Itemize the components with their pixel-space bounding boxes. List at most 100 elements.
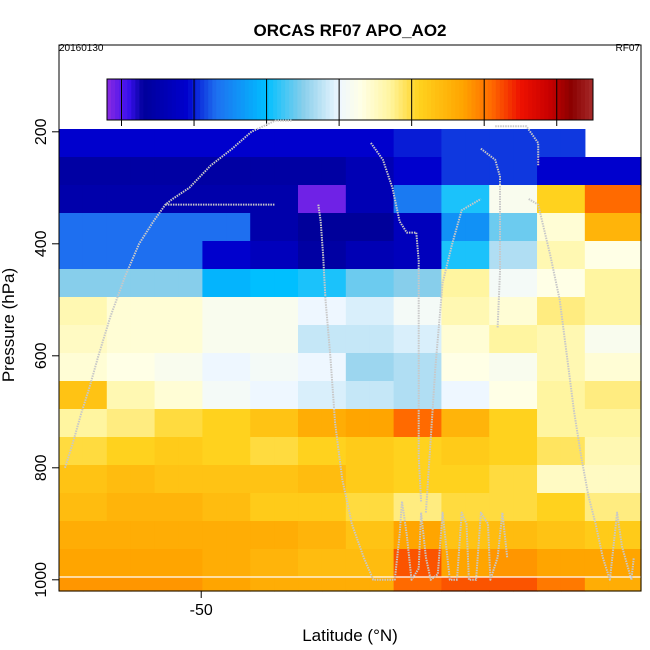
heatmap-cell — [321, 241, 347, 270]
colorbar-swatch — [285, 79, 290, 120]
heatmap-cell — [106, 493, 132, 522]
heatmap-cell — [59, 493, 84, 522]
heatmap-cell — [608, 381, 642, 410]
flight-track — [64, 119, 635, 581]
colorbar-swatch — [544, 79, 549, 120]
heatmap-cell — [202, 129, 227, 158]
colorbar-swatch — [123, 79, 128, 120]
heatmap-cell — [226, 241, 251, 270]
heatmap-cell — [513, 577, 538, 592]
heatmap-cell — [130, 129, 156, 158]
colorbar-swatch — [252, 79, 258, 120]
heatmap-cell — [274, 129, 299, 158]
heatmap-cell — [608, 409, 642, 438]
colorbar-swatch — [584, 79, 590, 120]
colorbar-swatch — [159, 79, 165, 120]
colorbar-swatch — [548, 79, 553, 120]
heatmap-cell — [417, 185, 443, 214]
heatmap-cell — [298, 213, 323, 242]
heatmap-cell — [465, 493, 490, 522]
heatmap-cell — [298, 521, 323, 550]
colorbar-swatch — [269, 79, 274, 120]
colorbar-swatch — [131, 79, 136, 120]
heatmap-cell — [441, 577, 466, 592]
flight-track-segment — [424, 198, 482, 513]
colorbar-swatch — [232, 79, 238, 120]
colorbar-swatch — [305, 79, 310, 120]
colorbar-swatch — [386, 79, 391, 120]
heatmap-cell — [369, 381, 395, 410]
heatmap-cell — [106, 241, 132, 270]
heatmap-cell — [369, 213, 395, 242]
colorbar-swatch — [329, 79, 335, 120]
heatmap-cell — [584, 325, 610, 354]
heatmap-cell — [393, 577, 419, 592]
colorbar-swatch — [220, 79, 225, 120]
colorbar-swatch — [467, 79, 472, 120]
colorbar-swatch — [171, 79, 177, 120]
colorbar-swatch — [188, 79, 193, 120]
heatmap-cell — [513, 241, 538, 270]
colorbar-swatch — [390, 79, 396, 120]
heatmap-cell — [417, 409, 443, 438]
heatmap-cell — [369, 297, 395, 326]
y-tick-label: 400 — [33, 230, 50, 257]
heatmap-cell — [226, 577, 251, 592]
heatmap-cell — [178, 549, 204, 578]
heatmap-cell — [465, 521, 490, 550]
heatmap-cell — [537, 185, 562, 214]
heatmap-cell — [560, 577, 586, 592]
heatmap-cell — [202, 213, 227, 242]
heatmap-cell — [465, 297, 490, 326]
heatmap-cell — [608, 325, 642, 354]
heatmap-cell — [584, 577, 610, 592]
heatmap-cell — [513, 213, 538, 242]
colorbar-swatch — [317, 79, 323, 120]
heatmap-cell — [154, 521, 180, 550]
heatmap-cell — [154, 213, 180, 242]
heatmap-cell — [321, 549, 347, 578]
flight-track-segment — [64, 119, 292, 469]
heatmap-cell — [130, 213, 156, 242]
heatmap-cell — [178, 241, 204, 270]
heatmap-cell — [584, 409, 610, 438]
heatmap-cell — [82, 325, 108, 354]
heatmap-cell — [465, 577, 490, 592]
colorbar-swatch — [572, 79, 578, 120]
heatmap-cell — [178, 129, 204, 158]
colorbar-swatch — [212, 79, 217, 120]
heatmap-cell — [178, 353, 204, 382]
heatmap-cell — [321, 157, 347, 186]
heatmap-cell — [321, 353, 347, 382]
heatmap-cell — [345, 521, 371, 550]
heatmap-cell — [513, 465, 538, 494]
heatmap-cell — [298, 577, 323, 592]
heatmap-cell — [345, 325, 371, 354]
colorbar-swatch — [588, 79, 594, 120]
heatmap-cell — [417, 465, 443, 494]
heatmap-cell — [178, 325, 204, 354]
heatmap-cell — [513, 521, 538, 550]
heatmap-cell — [537, 297, 562, 326]
heatmap-cell — [59, 521, 84, 550]
heatmap-cell — [537, 157, 562, 186]
heatmap-cell — [226, 353, 251, 382]
heatmap-cell — [393, 269, 419, 298]
heatmap-cell — [584, 549, 610, 578]
heatmap-cell — [608, 269, 642, 298]
heatmap-cell — [489, 549, 514, 578]
colorbar-swatch — [337, 79, 343, 120]
heatmap-cell — [513, 437, 538, 466]
heatmap-cell — [489, 493, 514, 522]
heatmap-cell — [537, 493, 562, 522]
heatmap-cell — [369, 409, 395, 438]
heatmap-cell — [298, 129, 323, 158]
heatmap-cell — [608, 465, 642, 494]
heatmap-cell — [59, 353, 84, 382]
heatmap-cell — [489, 157, 514, 186]
heatmap-cell — [465, 437, 490, 466]
colorbar-swatch — [576, 79, 582, 120]
heatmap-cell — [321, 409, 347, 438]
heatmap-cell — [513, 297, 538, 326]
heatmap-cell — [441, 325, 466, 354]
